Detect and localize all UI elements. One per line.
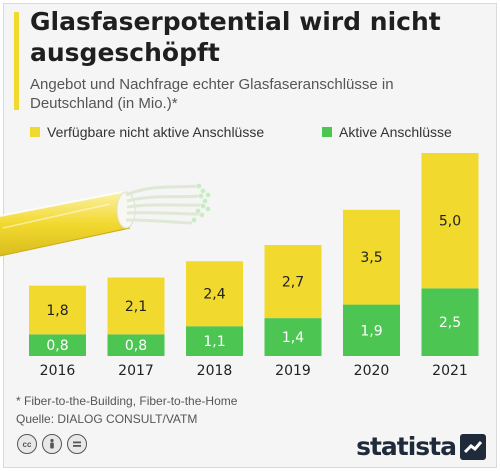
bar-active-2020 [343,304,400,356]
attribution-icon[interactable] [42,434,62,454]
bar-inactive-2019 [264,245,322,319]
bar-active-2021 [421,288,479,356]
bar-label-inactive-2019: 2,7 [282,275,304,291]
statista-mark-icon [460,433,486,460]
bar-label-inactive-2020: 3,5 [360,250,382,266]
bar-label-inactive-2021: 5,0 [439,214,461,230]
bar-label-inactive-2018: 2,4 [203,287,225,303]
bar-label-inactive-2016: 1,8 [46,303,68,319]
bar-inactive-2017 [107,277,165,335]
bar-active-2017 [107,334,165,356]
bar-active-2016 [29,334,86,356]
bar-inactive-2016 [29,285,86,335]
year-label-2020: 2020 [354,363,390,379]
bar-label-active-2021: 2,5 [439,315,461,331]
legend-label-inactive: Verfügbare nicht aktive Anschlüsse [47,124,265,140]
bar-inactive-2021 [421,153,479,289]
no-derivatives-icon[interactable] [67,434,87,454]
footnote-block: * Fiber-to-the-Building, Fiber-to-the-Ho… [16,392,237,428]
bar-chart: 0,8 1,8 2016 0,8 2,1 2017 1,1 2,4 2018 1,4 2,7 2019… [0,153,479,379]
source-line: Quelle: DIALOG CONSULT/VATM [16,412,198,426]
bar-label-active-2018: 1,1 [203,334,225,350]
year-label-2019: 2019 [275,363,311,379]
bar-label-inactive-2017: 2,1 [125,299,147,315]
year-label-2017: 2017 [118,363,154,379]
creative-commons-icon[interactable]: cc [17,434,37,454]
legend-swatch-inactive [30,127,40,137]
legend-item-inactive: Verfügbare nicht aktive Anschlüsse [30,124,264,140]
chart-title: Glasfaserpotential wird nicht ausgeschöp… [30,7,441,67]
license-icons: cc [17,434,87,454]
legend-swatch-active [322,127,332,137]
bar-label-active-2017: 0,8 [125,338,147,354]
bar-label-active-2016: 0,8 [46,338,68,354]
statista-logo[interactable]: statista [356,432,486,461]
brand-name: statista [356,432,457,461]
chart-subtitle: Angebot und Nachfrage echter Glasfaseran… [30,76,394,112]
year-label-2018: 2018 [197,363,233,379]
legend-label-active: Aktive Anschlüsse [339,124,452,140]
bars-group: 0,8 1,8 2016 0,8 2,1 2017 1,1 2,4 2018 1,4 2,7 2019… [29,153,479,379]
accent-bar [14,12,19,110]
bar-active-2019 [264,318,322,356]
year-label-2021: 2021 [432,363,468,379]
footnote: * Fiber-to-the-Building, Fiber-to-the-Ho… [16,394,238,408]
bar-label-active-2020: 1,9 [360,323,382,339]
legend-item-active: Aktive Anschlüsse [322,124,452,140]
bar-active-2018 [186,326,243,356]
fiber-cable-illustration [0,183,211,257]
bar-inactive-2020 [343,209,400,305]
bar-inactive-2018 [186,261,243,327]
bar-label-active-2019: 1,4 [282,330,304,346]
year-label-2016: 2016 [40,363,76,379]
